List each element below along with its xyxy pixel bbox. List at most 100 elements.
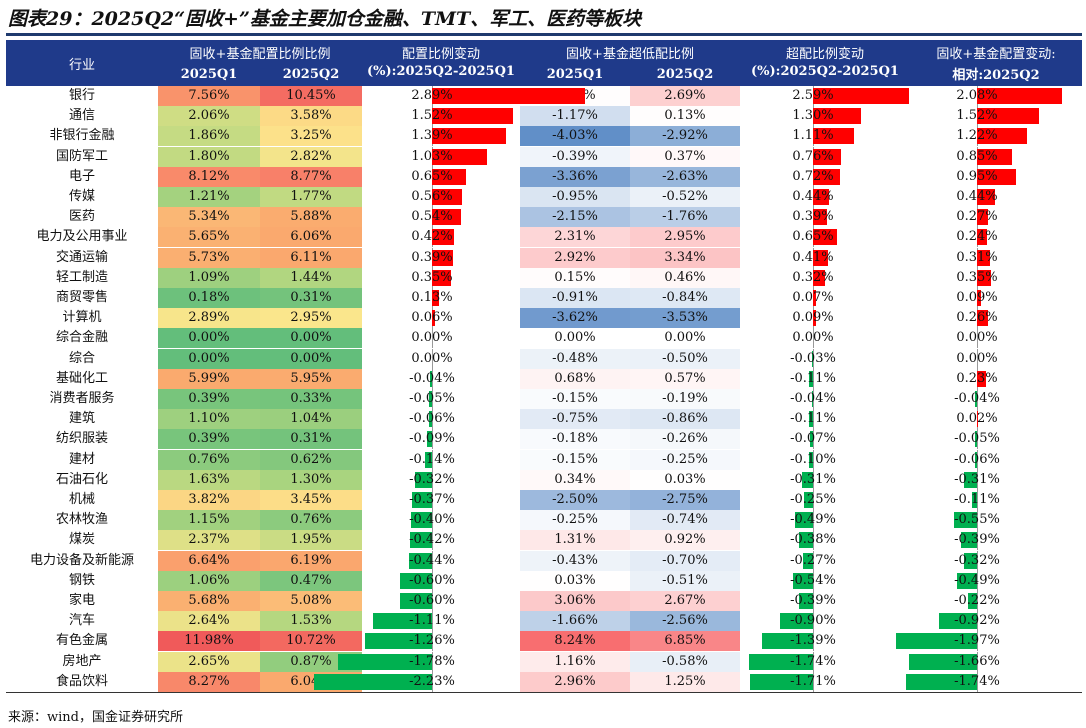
alloc-change-bar	[432, 269, 451, 286]
industry-cell: 房地产	[62, 653, 102, 669]
over-q2-cell: -0.19%	[630, 389, 740, 409]
rel-change-axis	[977, 449, 978, 470]
alloc-change-axis	[432, 368, 433, 389]
alloc-q1-cell: 8.27%	[158, 671, 260, 692]
over-change-axis	[813, 570, 814, 591]
rel-change-axis	[977, 631, 978, 652]
table-row: 纺织服装 0.39% 0.31% -0.18% -0.26% -0.09% -0.07% -0…	[6, 429, 1082, 450]
alloc-q2-cell: 6.19%	[260, 550, 362, 571]
rel-change-axis	[977, 651, 978, 672]
over-change-axis	[813, 449, 814, 470]
over-q2-cell: -2.92%	[630, 126, 740, 147]
alloc-q2-cell: 0.47%	[260, 570, 362, 591]
over-q1-cell: 0.00%	[520, 328, 630, 349]
rel-change-bar	[977, 310, 988, 327]
over-q1-cell: 0.34%	[520, 469, 630, 490]
rel-change-bar	[977, 209, 989, 226]
over-q1-cell: 1.31%	[520, 530, 630, 551]
over-q1-cell: -0.25%	[520, 510, 630, 531]
over-q1-cell: -0.15%	[520, 449, 630, 470]
alloc-change-bar	[313, 673, 432, 690]
alloc-q1-cell: 5.73%	[158, 247, 260, 268]
over-q1-cell: 3.06%	[520, 591, 630, 611]
over-q1-cell: 1.16%	[520, 651, 630, 672]
industry-cell: 家电	[68, 593, 95, 608]
alloc-q1-cell: 2.65%	[158, 651, 260, 672]
title-rule	[6, 33, 1082, 36]
table-row: 钢铁 1.06% 0.47% 0.03% -0.51% -0.60% -0.54% -0.49…	[6, 570, 1082, 591]
alloc-change-axis	[432, 449, 433, 470]
alloc-q2-cell: 2.82%	[260, 146, 362, 167]
alloc-change-bar	[408, 552, 432, 569]
alloc-change-bar	[432, 310, 436, 327]
alloc-q1-cell: 3.82%	[158, 490, 260, 510]
industry-cell: 电子	[68, 168, 95, 184]
rel-change-bar	[956, 572, 977, 589]
alloc-change-axis	[432, 530, 433, 551]
rel-change-value: 0.95%	[956, 168, 998, 184]
alloc-q2-cell: 0.31%	[260, 429, 362, 450]
rel-change-value: -0.92%	[954, 613, 1000, 629]
rel-change-value: 1.22%	[956, 128, 998, 144]
over-change-value: -0.90%	[790, 613, 836, 629]
rel-change-value: -1.66%	[954, 653, 1000, 669]
rel-change-bar	[974, 451, 977, 468]
over-q2-cell: -0.84%	[630, 288, 740, 308]
rel-change-value: 0.26%	[956, 310, 998, 326]
alloc-change-bar	[365, 633, 432, 650]
over-q2-cell: 3.34%	[630, 247, 740, 268]
alloc-change-value: 1.52%	[411, 108, 453, 124]
over-q1-cell: -0.15%	[520, 389, 630, 409]
over-q2-cell: 1.25%	[630, 671, 740, 692]
alloc-q1-cell: 7.56%	[158, 86, 260, 106]
over-change-bar	[798, 532, 813, 549]
over-q1-cell: -2.15%	[520, 207, 630, 228]
alloc-q2-cell: 0.62%	[260, 449, 362, 470]
rel-change-bar	[977, 189, 996, 205]
over-change-value: 0.44%	[792, 189, 834, 204]
over-change-value: -0.27%	[790, 552, 836, 568]
alloc-change-axis	[432, 328, 433, 349]
over-change-value: -0.03%	[790, 350, 836, 366]
over-change-bar	[813, 148, 842, 165]
industry-cell: 传媒	[68, 189, 95, 204]
alloc-change-value: 0.13%	[411, 290, 453, 305]
over-q1-cell: 2.92%	[520, 247, 630, 268]
alloc-change-axis	[432, 611, 433, 632]
alloc-q1-cell: 6.64%	[158, 550, 260, 571]
alloc-q1-cell: 0.39%	[158, 389, 260, 409]
over-change-value: -0.10%	[790, 451, 836, 467]
header-alloc-ratio-label: 固收+基金配置比例比例	[189, 47, 331, 62]
alloc-change-value: -0.37%	[409, 492, 455, 507]
rel-change-value: -0.05%	[954, 431, 1000, 447]
alloc-change-bar	[432, 189, 462, 205]
alloc-q1-cell: 5.65%	[158, 227, 260, 248]
rel-change-bar	[977, 290, 981, 306]
over-change-value: 1.11%	[792, 128, 834, 144]
alloc-change-bar	[337, 653, 432, 670]
alloc-change-value: -0.44%	[409, 552, 455, 568]
over-change-bar	[779, 613, 813, 630]
alloc-q1-cell: 0.76%	[158, 449, 260, 470]
over-change-axis	[813, 348, 814, 369]
alloc-q1-cell: 2.06%	[158, 106, 260, 127]
alloc-q2-cell: 0.00%	[260, 328, 362, 349]
table-row: 石油石化 1.63% 1.30% 0.34% 0.03% -0.32% -0.31% -0.3…	[6, 469, 1082, 490]
alloc-change-value: 1.39%	[411, 128, 453, 144]
industry-cell: 机械	[68, 492, 95, 507]
over-change-value: 0.09%	[792, 310, 834, 326]
over-change-value: -0.07%	[790, 431, 836, 447]
over-change-bar	[803, 492, 813, 508]
alloc-q2-cell: 1.30%	[260, 469, 362, 490]
header-alloc-change-line1: 配置比例变动	[401, 47, 480, 62]
alloc-change-axis	[432, 429, 433, 450]
over-change-value: -1.39%	[790, 633, 836, 649]
header-rel-change-line1: 固收+基金配置变动:	[936, 47, 1056, 62]
over-change-value: 0.72%	[792, 168, 834, 184]
rel-change-axis	[977, 389, 978, 409]
alloc-change-bar	[412, 492, 432, 508]
alloc-change-axis	[432, 409, 433, 430]
over-change-value: 2.59%	[792, 88, 834, 103]
over-q2-cell: -0.86%	[630, 409, 740, 430]
alloc-q1-cell: 2.89%	[158, 308, 260, 329]
